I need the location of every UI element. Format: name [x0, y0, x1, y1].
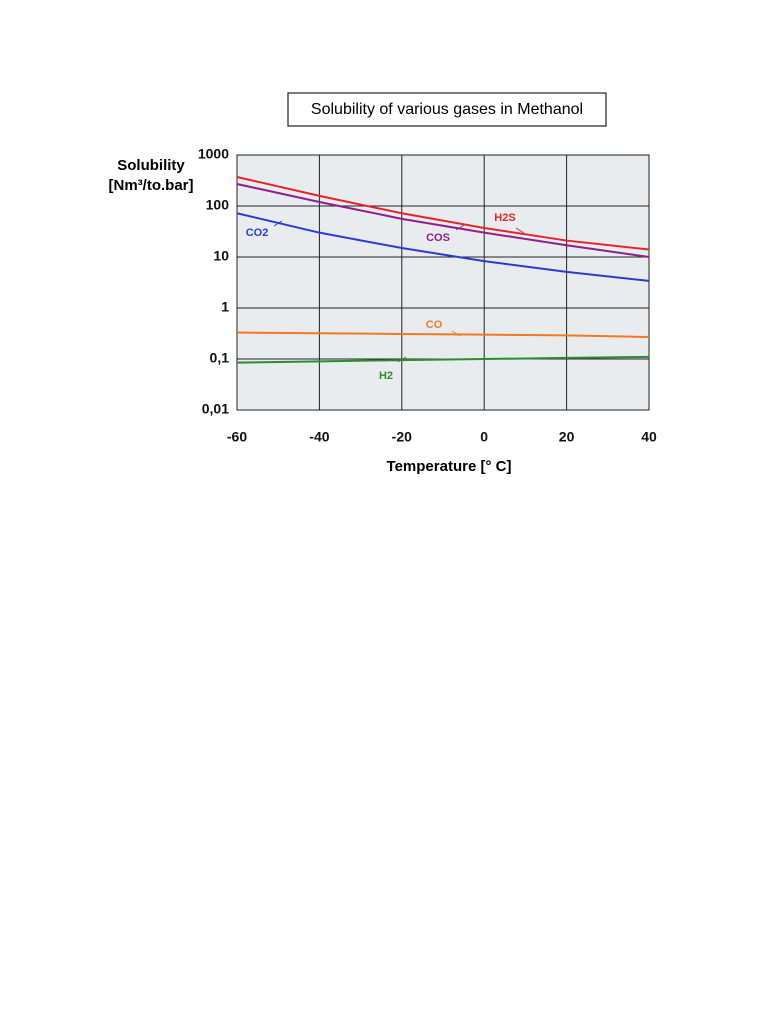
y-axis-label: Solubility [117, 157, 185, 174]
series-line [236, 212, 650, 282]
chart-title: Solubility of various gases in Methanol [311, 101, 583, 118]
series-line [236, 331, 650, 338]
x-tick-label: -20 [392, 429, 412, 445]
series-line [236, 176, 650, 251]
series-label: COS [426, 232, 450, 244]
series-line [236, 183, 650, 258]
label-leader [455, 224, 465, 231]
y-tick-label: 1 [221, 299, 229, 315]
y-tick-label: 1000 [198, 146, 229, 162]
x-tick-label: -40 [309, 429, 329, 445]
label-leader [451, 330, 461, 337]
series-label: H2S [494, 212, 515, 224]
series-label: CO2 [246, 227, 269, 239]
plot-frame [236, 154, 650, 411]
series-line [236, 355, 650, 364]
y-tick-label: 10 [213, 248, 229, 264]
title-box [287, 92, 607, 127]
y-axis-label: [Nm³/to.bar] [109, 177, 194, 194]
series-label: H2 [379, 370, 393, 382]
y-tick-label: 100 [206, 197, 230, 213]
label-leader [515, 227, 525, 234]
y-tick-label: 0,01 [202, 401, 229, 417]
x-axis-label: Temperature [° C] [387, 458, 512, 475]
series-label: CO [426, 319, 443, 331]
plot-area [237, 155, 649, 410]
y-tick-label: 0,1 [210, 350, 230, 366]
x-tick-label: 40 [641, 429, 657, 445]
x-tick-label: 0 [480, 429, 488, 445]
label-leader [397, 356, 407, 363]
x-tick-label: -60 [227, 429, 247, 445]
label-leader [273, 220, 283, 227]
x-tick-label: 20 [559, 429, 575, 445]
